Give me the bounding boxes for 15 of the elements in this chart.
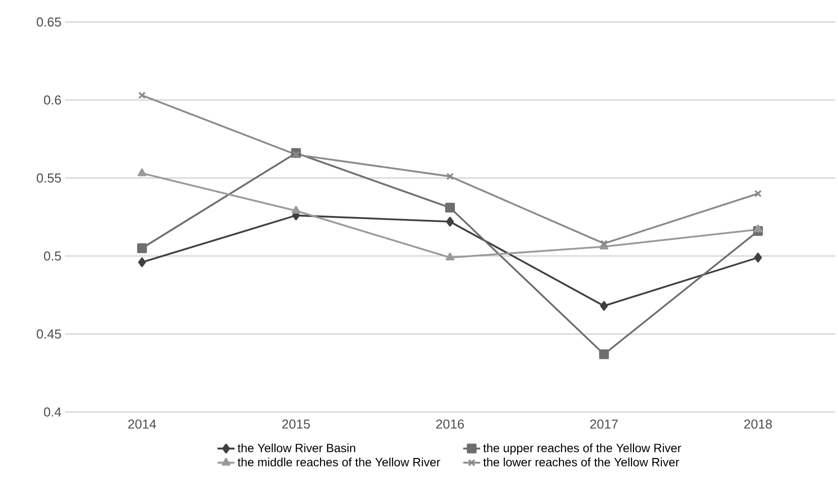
x-tick-label: 2017 [590,419,618,429]
y-tick-label: 0.45 [36,329,61,339]
legend-label: the upper reaches of the Yellow River [483,443,682,455]
x-tick-label: 2015 [282,419,310,429]
y-tick-label: 0.5 [44,251,61,261]
y-tick-label: 0.65 [36,17,61,27]
x-tick-label: 2016 [436,419,464,429]
y-tick-label: 0.4 [44,407,62,417]
y-tick-label: 0.55 [36,173,61,183]
legend-label: the middle reaches of the Yellow River [238,458,440,466]
y-tick-label: 0.6 [44,95,61,105]
x-tick-label: 2014 [128,419,156,429]
legend-label: the Yellow River Basin [238,443,356,452]
legend-label: the lower reaches of the Yellow River [483,458,680,466]
x-tick-label: 2018 [744,419,772,429]
